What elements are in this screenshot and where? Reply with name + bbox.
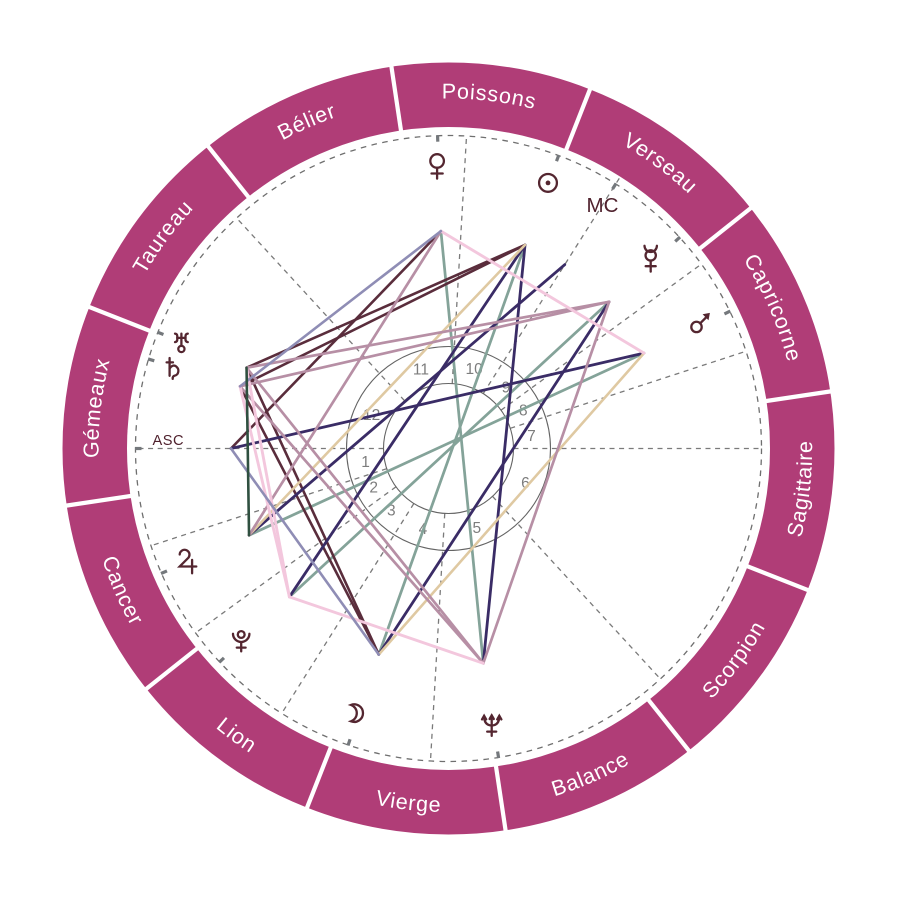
- svg-text:6: 6: [521, 475, 530, 492]
- svg-text:8: 8: [519, 403, 528, 420]
- svg-text:11: 11: [413, 362, 429, 379]
- svg-text:ASC: ASC: [152, 433, 184, 449]
- svg-text:1: 1: [361, 454, 370, 471]
- svg-text:MC: MC: [587, 194, 619, 217]
- svg-text:9: 9: [502, 380, 511, 397]
- svg-text:2: 2: [369, 479, 378, 496]
- svg-text:5: 5: [472, 520, 481, 537]
- svg-text:3: 3: [387, 503, 396, 520]
- svg-text:7: 7: [527, 428, 536, 445]
